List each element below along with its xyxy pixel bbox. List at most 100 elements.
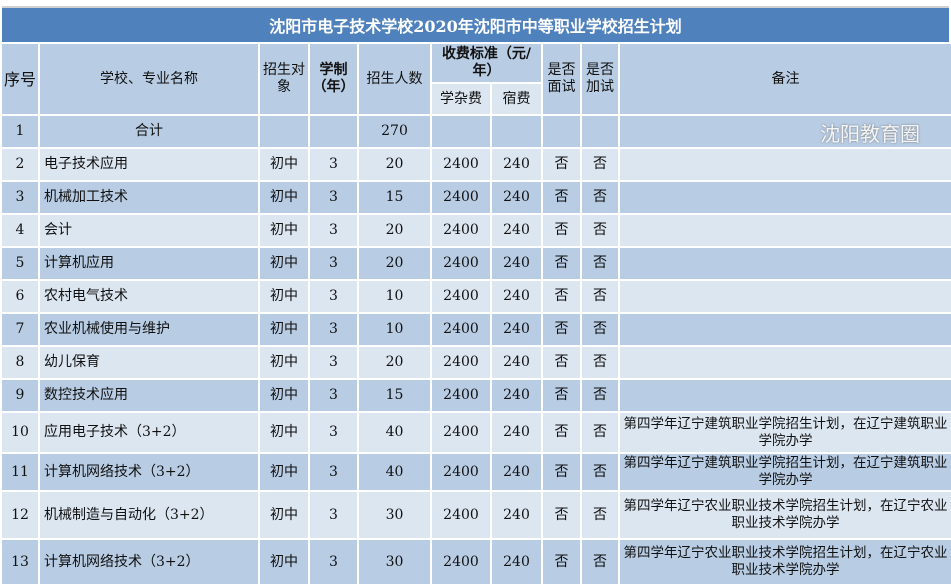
- header-years: 学制（年）: [308, 42, 359, 116]
- cell-years: 3: [308, 378, 359, 413]
- header-dorm: 宿费: [490, 82, 543, 116]
- cell-no: 12: [0, 490, 40, 540]
- table-row: 2 电子技术应用 初中 3 20 2400 240 否否: [0, 147, 951, 182]
- cell-interview: 否: [541, 279, 582, 314]
- cell-years: 3: [308, 213, 359, 248]
- header-tuition: 学杂费: [430, 82, 492, 116]
- cell-count: 15: [357, 180, 432, 215]
- cell-count: 20: [357, 213, 432, 248]
- cell-name: 计算机应用: [38, 246, 260, 281]
- cell-target: 初中: [258, 378, 310, 413]
- cell-years: [308, 114, 359, 149]
- cell-extra: 否: [580, 213, 620, 248]
- table-row: 7 农业机械使用与维护 初中 3 10 2400 240 否否: [0, 312, 951, 347]
- cell-note: [618, 147, 951, 182]
- cell-no: 1: [0, 114, 40, 149]
- cell-name: 计算机网络技术（3+2）: [38, 538, 260, 586]
- cell-years: 3: [308, 147, 359, 182]
- cell-count: 40: [357, 452, 432, 492]
- cell-target: 初中: [258, 345, 310, 380]
- cell-interview: 否: [541, 490, 582, 540]
- table-row: 5 计算机应用 初中 3 20 2400 240 否否: [0, 246, 951, 281]
- cell-count: 10: [357, 312, 432, 347]
- cell-dorm: 240: [490, 411, 543, 454]
- cell-extra: 否: [580, 312, 620, 347]
- cell-no: 11: [0, 452, 40, 492]
- cell-name: 会计: [38, 213, 260, 248]
- cell-interview: 否: [541, 378, 582, 413]
- cell-note: [618, 279, 951, 314]
- cell-years: 3: [308, 180, 359, 215]
- cell-tuition: 2400: [430, 279, 492, 314]
- cell-name: 农业机械使用与维护: [38, 312, 260, 347]
- cell-count: 20: [357, 246, 432, 281]
- cell-dorm: 240: [490, 147, 543, 182]
- cell-no: 6: [0, 279, 40, 314]
- cell-count: 10: [357, 279, 432, 314]
- cell-note: [618, 378, 951, 413]
- cell-interview: 否: [541, 538, 582, 586]
- cell-dorm: 240: [490, 490, 543, 540]
- cell-years: 3: [308, 452, 359, 492]
- cell-interview: 否: [541, 452, 582, 492]
- cell-tuition: 2400: [430, 490, 492, 540]
- cell-note: 第四学年辽宁建筑职业学院招生计划，在辽宁建筑职业学院办学: [618, 411, 951, 454]
- cell-note: [618, 180, 951, 215]
- cell-count: 20: [357, 345, 432, 380]
- table-row: 8 幼儿保育 初中 3 20 2400 240 否否: [0, 345, 951, 380]
- cell-dorm: 240: [490, 180, 543, 215]
- header-note: 备注: [618, 42, 951, 116]
- header-no: 序号: [0, 42, 40, 116]
- cell-name: 数控技术应用: [38, 378, 260, 413]
- cell-interview: 否: [541, 246, 582, 281]
- cell-note: 第四学年辽宁建筑职业学院招生计划，在辽宁建筑职业学院办学: [618, 452, 951, 492]
- cell-name: 合计: [38, 114, 260, 149]
- cell-dorm: 240: [490, 246, 543, 281]
- cell-target: 初中: [258, 490, 310, 540]
- header-name: 学校、专业名称: [38, 42, 260, 116]
- cell-tuition: 2400: [430, 345, 492, 380]
- table-row: 10 应用电子技术（3+2） 初中 3 40 2400 240 否否第四学年辽宁建筑职业学院招…: [0, 411, 951, 454]
- cell-interview: [541, 114, 582, 149]
- table-row: 13 计算机网络技术（3+2） 初中 3 30 2400 240 否否第四学年辽宁农业职业技术…: [0, 538, 951, 586]
- cell-count: 20: [357, 147, 432, 182]
- cell-note: [618, 213, 951, 248]
- cell-name: 机械制造与自动化（3+2）: [38, 490, 260, 540]
- cell-count: 15: [357, 378, 432, 413]
- header-target: 招生对象: [258, 42, 310, 116]
- header-extra: 是否加试: [580, 42, 620, 116]
- table-row: 3 机械加工技术 初中 3 15 2400 240 否否: [0, 180, 951, 215]
- cell-note: [618, 114, 951, 149]
- cell-dorm: [490, 114, 543, 149]
- cell-note: 第四学年辽宁农业职业技术学院招生计划，在辽宁农业职业技术学院办学: [618, 490, 951, 540]
- table-row: 1 合计 270: [0, 114, 951, 149]
- cell-target: 初中: [258, 213, 310, 248]
- cell-tuition: 2400: [430, 538, 492, 586]
- cell-no: 2: [0, 147, 40, 182]
- cell-years: 3: [308, 312, 359, 347]
- cell-dorm: 240: [490, 452, 543, 492]
- cell-count: 30: [357, 490, 432, 540]
- cell-no: 8: [0, 345, 40, 380]
- cell-interview: 否: [541, 180, 582, 215]
- cell-target: 初中: [258, 452, 310, 492]
- cell-no: 13: [0, 538, 40, 586]
- cell-extra: 否: [580, 490, 620, 540]
- header-fee: 收费标准（元/年）: [430, 42, 543, 84]
- cell-interview: 否: [541, 345, 582, 380]
- cell-no: 10: [0, 411, 40, 454]
- cell-extra: 否: [580, 180, 620, 215]
- cell-dorm: 240: [490, 213, 543, 248]
- cell-years: 3: [308, 279, 359, 314]
- cell-years: 3: [308, 345, 359, 380]
- cell-note: [618, 246, 951, 281]
- cell-extra: [580, 114, 620, 149]
- cell-name: 电子技术应用: [38, 147, 260, 182]
- cell-extra: 否: [580, 538, 620, 586]
- cell-extra: 否: [580, 452, 620, 492]
- table-row: 9 数控技术应用 初中 3 15 2400 240 否否: [0, 378, 951, 413]
- cell-target: 初中: [258, 147, 310, 182]
- cell-count: 30: [357, 538, 432, 586]
- cell-dorm: 240: [490, 345, 543, 380]
- cell-tuition: [430, 114, 492, 149]
